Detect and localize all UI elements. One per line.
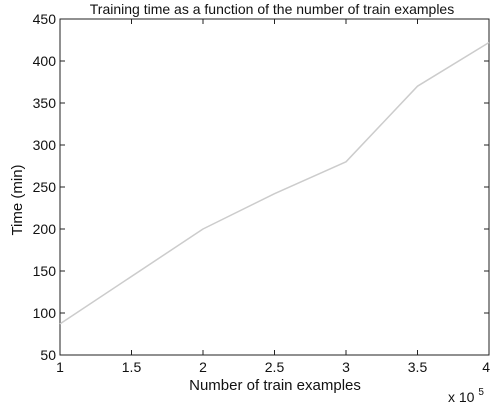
- y-tick-label: 300: [33, 137, 57, 153]
- plot-border: [59, 18, 490, 356]
- x-tick-label: 1: [56, 359, 64, 375]
- y-axis: 50 100 150 200 250 300 350 400 450: [33, 11, 489, 363]
- y-tick-label: 350: [33, 95, 57, 111]
- x-axis-multiplier-exponent: 5: [478, 387, 484, 398]
- y-tick-label: 100: [33, 305, 57, 321]
- y-tick-label: 150: [33, 263, 57, 279]
- x-tick-label: 3.5: [408, 359, 428, 375]
- x-axis-multiplier-base: x 10: [448, 389, 475, 405]
- x-tick-label: 2: [199, 359, 207, 375]
- plot-frame: [59, 18, 490, 356]
- x-tick-label: 4: [482, 359, 490, 375]
- y-tick-label: 400: [33, 53, 57, 69]
- y-tick-label: 50: [40, 347, 56, 363]
- series-group: [59, 41, 490, 325]
- chart-title: Training time as a function of the numbe…: [90, 1, 454, 17]
- x-tick-label: 2.5: [265, 359, 285, 375]
- x-axis-multiplier: x 10 5: [448, 387, 484, 405]
- series-line: [59, 41, 490, 325]
- x-axis: 1 1.5 2 2.5 3 3.5 4: [56, 19, 490, 375]
- x-axis-label: Number of train examples: [189, 377, 361, 394]
- y-tick-label: 200: [33, 221, 57, 237]
- y-tick-label: 250: [33, 179, 57, 195]
- x-tick-label: 1.5: [122, 359, 142, 375]
- x-tick-label: 3: [342, 359, 350, 375]
- y-tick-label: 450: [33, 11, 57, 27]
- y-axis-label: Time (min): [9, 164, 26, 235]
